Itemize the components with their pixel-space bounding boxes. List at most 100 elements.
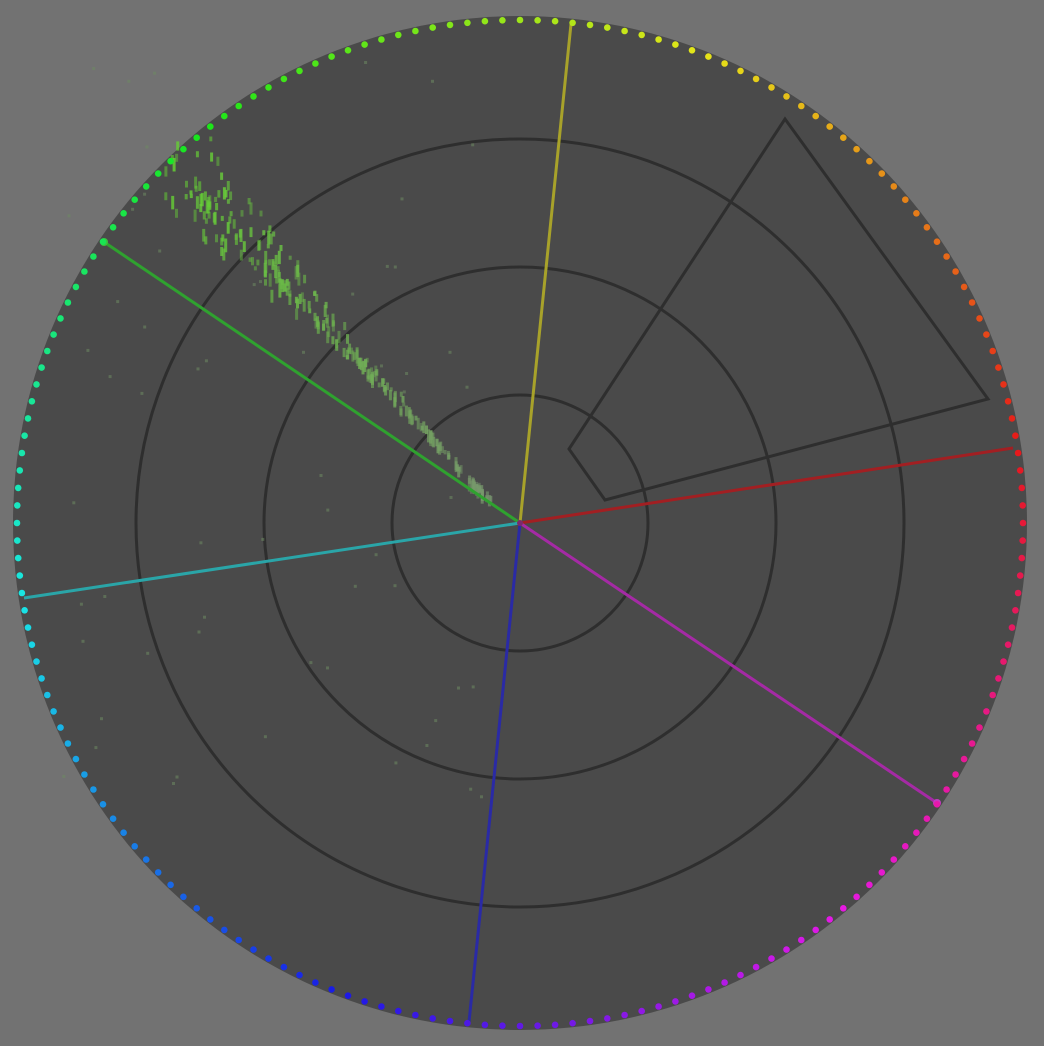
rim-hue-dot (933, 801, 941, 808)
trace-stray-sample (203, 615, 206, 619)
trace-sample (404, 405, 408, 417)
trace-sample (270, 289, 274, 303)
rim-hue-dot (72, 755, 80, 763)
trace-sample (447, 453, 451, 458)
blue-axis-line (467, 522, 522, 1023)
trace-sample (343, 322, 347, 331)
rim-hue-dot (131, 196, 138, 203)
trace-sample (382, 378, 386, 384)
rim-hue-dot (655, 36, 662, 43)
rim-hue-dot (81, 268, 88, 275)
trace-stray-sample (94, 746, 98, 750)
trace-stray-sample (252, 283, 256, 287)
rim-hue-dot (989, 691, 996, 699)
trace-stray-sample (261, 537, 265, 541)
cyan-axis-line (23, 521, 521, 600)
trace-sample (393, 390, 397, 403)
trace-sample (278, 284, 282, 298)
rim-hue-dot (99, 238, 107, 245)
rim-hue-dot (569, 1019, 576, 1027)
trace-sample (202, 211, 206, 220)
trace-sample (203, 191, 207, 201)
rim-hue-dot (90, 786, 97, 793)
trace-sample (269, 233, 273, 245)
trace-sample (280, 280, 284, 285)
rim-hue-dot (604, 1015, 611, 1022)
rim-hue-dot (705, 986, 712, 993)
rim-hue-dot (721, 60, 728, 67)
trace-sample (264, 250, 268, 264)
rim-hue-dot (1004, 398, 1012, 405)
rim-hue-dot (1019, 537, 1026, 544)
trace-stray-sample (364, 61, 368, 64)
trace-sample (240, 210, 244, 217)
trace-sample (257, 240, 261, 251)
trace-stray-sample (108, 375, 112, 379)
trace-sample (416, 417, 420, 430)
rim-hue-dot (752, 963, 760, 971)
trace-sample (275, 277, 279, 284)
trace-stray-sample (143, 325, 147, 329)
trace-sample (441, 446, 444, 453)
rim-hue-dot (50, 331, 57, 338)
trace-stray-sample (471, 685, 475, 689)
rim-hue-dot (840, 905, 847, 912)
rim-hue-dot (534, 17, 541, 24)
trace-sample (370, 374, 374, 384)
graticule-ring-2 (262, 265, 778, 781)
trace-sample (414, 415, 418, 421)
hue-rim-markers (13, 16, 1027, 1030)
trace-stray-sample (259, 280, 262, 284)
trace-sample (314, 318, 318, 329)
rim-hue-dot (44, 347, 51, 355)
rim-hue-dot (705, 53, 712, 60)
trace-sample (253, 266, 257, 271)
trace-stray-sample (449, 496, 453, 499)
trace-sample (193, 209, 197, 222)
trace-stray-sample (400, 197, 404, 201)
trace-sample (351, 350, 355, 362)
rim-hue-dot (798, 102, 805, 110)
trace-sample (370, 367, 373, 382)
rim-hue-dot (44, 691, 51, 699)
trace-sample (184, 194, 188, 200)
rim-hue-dot (265, 955, 272, 962)
rim-hue-dot (1019, 519, 1027, 527)
rim-hue-dot (57, 315, 64, 322)
trace-sample (212, 212, 216, 223)
rim-hue-dot (1019, 502, 1026, 509)
trace-stray-sample (143, 192, 147, 196)
rim-hue-dot (768, 84, 775, 91)
rim-hue-dot (1000, 381, 1007, 388)
rim-hue-dot (235, 102, 242, 110)
rim-hue-dot (280, 75, 288, 83)
trace-sample (266, 244, 270, 249)
rim-hue-dot (688, 992, 696, 999)
trace-stray-sample (353, 584, 357, 588)
rim-hue-dot (64, 740, 72, 747)
trace-sample (247, 198, 251, 205)
rim-hue-dot (783, 946, 790, 953)
rim-hue-dot (826, 916, 833, 923)
rim-hue-dot (798, 936, 805, 944)
trace-sample (364, 358, 367, 368)
trace-sample (220, 215, 224, 221)
trace-sample (264, 279, 267, 286)
trace-sample (331, 336, 335, 345)
rim-hue-dot (481, 1021, 489, 1029)
rim-hue-dot (378, 36, 385, 43)
trace-sample (222, 187, 226, 200)
trace-sample (267, 230, 271, 245)
rim-hue-dot (960, 283, 968, 291)
rim-hue-dot (752, 75, 760, 83)
rim-hue-dot (768, 955, 775, 962)
rim-hue-dot (395, 31, 402, 39)
trace-sample (195, 196, 199, 209)
rim-hue-dot (621, 1011, 628, 1019)
trace-stray-sample (100, 717, 103, 721)
rim-hue-dot (64, 299, 72, 306)
trace-sample (232, 219, 236, 229)
trace-sample (248, 257, 252, 262)
trace-sample (194, 176, 198, 189)
target-region-box (567, 116, 991, 502)
